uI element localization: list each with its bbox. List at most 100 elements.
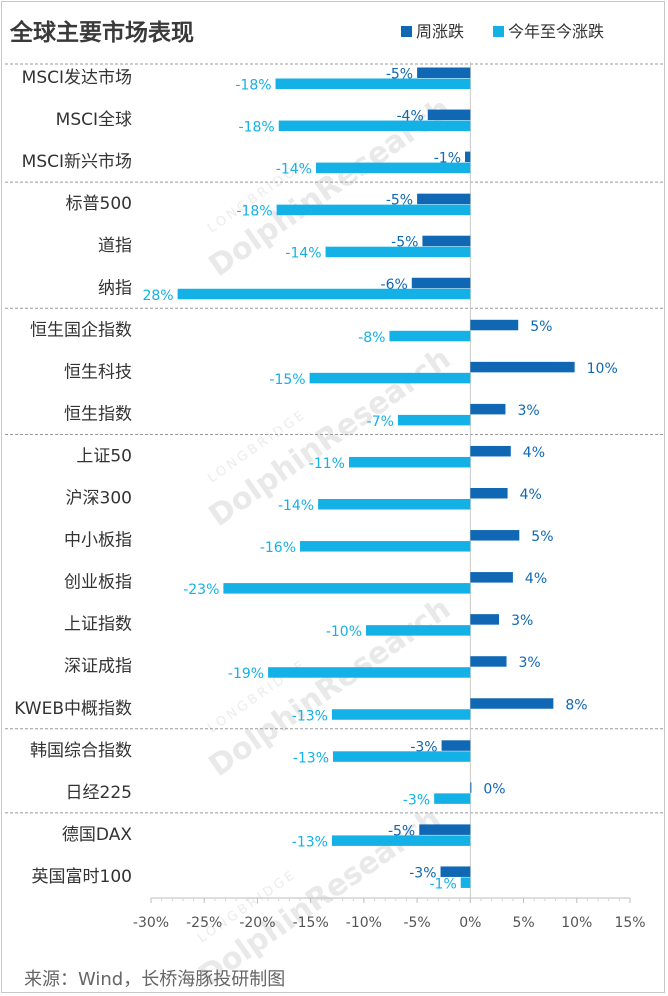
source-note: 来源：Wind，长桥海豚投研制图 (24, 969, 285, 990)
category-label: 恒生指数 (64, 404, 132, 424)
data-label-ytd: -10% (326, 624, 362, 640)
bar-ytd (331, 835, 471, 846)
category-label: 韩国综合指数 (30, 741, 132, 761)
category-label: 标普500 (66, 194, 132, 214)
data-label-weekly: 4% (525, 571, 547, 587)
x-tick-label: 5% (512, 915, 534, 931)
bar-weekly (422, 235, 471, 247)
bar-weekly (470, 361, 575, 373)
legend-label-weekly: 周涨跌 (416, 22, 464, 41)
category-label: 纳指 (98, 278, 132, 298)
category-label: 恒生国企指数 (30, 320, 132, 340)
data-label-ytd: -23% (183, 582, 219, 598)
bar-weekly (411, 277, 471, 289)
bar-ytd (366, 625, 471, 636)
bar-weekly (470, 698, 554, 709)
data-label-ytd: -3% (403, 792, 430, 808)
data-label-ytd: -13% (292, 708, 328, 724)
bar-ytd (318, 499, 471, 510)
bar-ytd (331, 709, 471, 720)
bar-ytd (397, 414, 471, 426)
bar-weekly (427, 109, 471, 121)
bar-ytd (348, 456, 471, 468)
bar-weekly (470, 488, 508, 499)
category-label: 创业板指 (64, 573, 132, 593)
category-label: 中小板指 (64, 531, 132, 551)
bar-weekly (419, 824, 471, 835)
data-label-ytd: -18% (235, 78, 271, 94)
category-label: KWEB中概指数 (14, 699, 132, 719)
bar-ytd (278, 120, 471, 132)
data-label-ytd: -19% (228, 666, 264, 682)
category-label: 沪深300 (66, 489, 132, 509)
category-label: MSCI全球 (56, 110, 132, 130)
category-label: 英国富时100 (32, 867, 132, 887)
data-label-ytd: -14% (276, 162, 312, 178)
x-tick-label: 0% (459, 915, 481, 931)
data-label-ytd: -14% (285, 246, 321, 262)
category-label: 道指 (98, 236, 132, 256)
bar-ytd (309, 372, 471, 384)
data-label-ytd: 28% (142, 288, 173, 304)
x-tick-label: -25% (186, 915, 222, 931)
chart-title: 全球主要市场表现 (9, 19, 194, 46)
category-label: 德国DAX (62, 825, 132, 845)
data-label-ytd: -13% (293, 750, 329, 766)
bar-weekly (470, 656, 507, 667)
category-label: MSCI新兴市场 (22, 152, 132, 172)
x-tick-label: -10% (346, 915, 382, 931)
data-label-weekly: 0% (483, 781, 505, 797)
x-tick-label: -15% (293, 915, 329, 931)
data-label-ytd: -16% (260, 540, 296, 556)
data-label-weekly: 4% (523, 445, 545, 461)
bar-weekly (470, 614, 500, 625)
bar-ytd (325, 246, 471, 258)
data-label-weekly: 8% (565, 697, 587, 713)
x-tick-label: 15% (614, 915, 645, 931)
bar-weekly (441, 740, 471, 751)
category-label: 日经225 (66, 783, 132, 803)
bar-weekly (465, 151, 471, 163)
bar-ytd (389, 330, 471, 342)
bar-weekly (470, 572, 513, 583)
bar-weekly (470, 319, 519, 331)
data-label-weekly: -3% (409, 865, 436, 881)
data-label-ytd: -1% (429, 876, 456, 892)
bar-ytd (315, 162, 471, 174)
bar-ytd (275, 78, 471, 89)
category-label: MSCI发达市场 (22, 68, 132, 88)
bar-ytd (460, 877, 471, 888)
data-label-ytd: -7% (367, 414, 394, 430)
bar-weekly (470, 782, 472, 793)
data-label-weekly: 3% (519, 655, 541, 671)
bar-weekly (417, 193, 471, 205)
data-label-weekly: 5% (531, 529, 553, 545)
legend-swatch-weekly (401, 26, 412, 37)
bar-weekly (470, 403, 506, 415)
bar-weekly (470, 445, 511, 457)
data-label-weekly: 3% (517, 403, 539, 419)
data-label-ytd: -18% (239, 120, 275, 136)
x-tick-label: 10% (561, 915, 592, 931)
category-label: 上证指数 (64, 615, 132, 635)
data-label-ytd: -18% (236, 204, 272, 220)
data-label-weekly: 4% (520, 487, 542, 503)
data-label-weekly: 5% (530, 319, 552, 335)
data-label-ytd: -15% (269, 372, 305, 388)
chart-legend: 周涨跌 今年至今涨跌 (401, 22, 604, 41)
bar-weekly (440, 866, 471, 877)
legend-label-ytd: 今年至今涨跌 (508, 22, 604, 41)
bar-ytd (177, 288, 471, 300)
bar-ytd (268, 667, 471, 678)
category-label: 恒生科技 (64, 362, 132, 382)
legend-swatch-ytd (493, 26, 504, 37)
bar-ytd (434, 793, 471, 804)
data-label-weekly: 10% (587, 361, 618, 377)
bar-layer: -5%-18%-4%-18%-1%-14%-5%-18%-5%-14%-6%28… (142, 67, 617, 893)
bar-ytd (333, 751, 471, 762)
data-label-ytd: -8% (358, 330, 385, 346)
category-label: 上证50 (76, 446, 132, 466)
